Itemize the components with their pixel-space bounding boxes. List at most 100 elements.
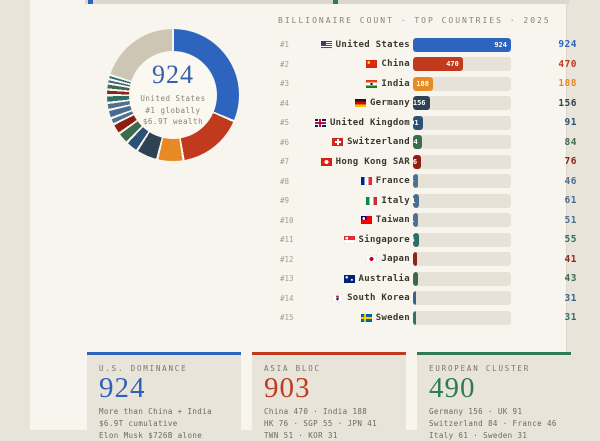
bar-fill: 43 (413, 272, 418, 286)
bar-value-label: 55 (413, 233, 415, 247)
card-detail-line: $6.9T cumulative (99, 418, 229, 430)
count-value: 470 (511, 59, 577, 70)
country-cell: China (306, 59, 410, 69)
country-flag-icon (361, 177, 372, 185)
bar-fill: 61 (413, 194, 419, 208)
bar-value-label: 43 (413, 272, 414, 286)
bar-track: 156 (413, 96, 511, 110)
bar-track: 188 (413, 77, 511, 91)
ranking-title: BILLIONAIRE COUNT · TOP COUNTRIES · 2025 (278, 16, 551, 25)
country-name: Germany (370, 98, 410, 108)
count-value: 84 (511, 137, 577, 148)
country-flag-icon (355, 99, 366, 107)
ranking-row: #3 India 188 188 (280, 74, 577, 94)
country-flag-icon (344, 275, 355, 283)
count-value: 61 (511, 195, 577, 206)
donut-center: 924 United States #1 globally $6.9T weal… (129, 51, 217, 139)
bar-fill: 470 (413, 57, 463, 71)
rank-label: #1 (280, 40, 306, 49)
bar-track: 55 (413, 233, 511, 247)
count-value: 55 (511, 234, 577, 245)
card-detail-line: HK 76 · SGP 55 · JPN 41 (264, 418, 394, 430)
dashboard-panel: 924 United States #1 globally $6.9T weal… (30, 0, 567, 430)
legend-swatch-green-icon (333, 0, 338, 4)
country-flag-icon (366, 255, 377, 263)
bar-fill: 31 (413, 291, 416, 305)
bar-value-label: 61 (413, 194, 415, 208)
bar-fill: 91 (413, 116, 423, 130)
bar-track: 61 (413, 194, 511, 208)
country-cell: United Kingdom (306, 118, 410, 128)
donut-center-value: 924 (152, 62, 194, 88)
ranking-row: #7 Hong Kong SAR 76 76 (280, 152, 577, 172)
country-cell: France (306, 176, 410, 186)
country-name: United States (336, 40, 410, 50)
ranking-row: #13 Australia 43 43 (280, 269, 577, 289)
ranking-row: #11 Singapore 55 55 (280, 230, 577, 250)
card-detail-line: More than China + India (99, 406, 229, 418)
bar-fill: 84 (413, 135, 422, 149)
card-detail-line: Germany 156 · UK 91 (429, 406, 559, 418)
bar-value-label: 156 (413, 96, 426, 110)
summary-card: U.S. DOMINANCE 924 More than China + Ind… (87, 352, 241, 432)
bar-track: 46 (413, 174, 511, 188)
rank-label: #14 (280, 294, 306, 303)
country-cell: Australia (306, 274, 410, 284)
card-detail-line: China 470 · India 188 (264, 406, 394, 418)
ranking-list: #1 United States 924 924 #2 China 470 47… (280, 35, 577, 328)
ranking-row: #6 Switzerland 84 84 (280, 133, 577, 153)
rank-label: #6 (280, 138, 306, 147)
country-flag-icon (332, 294, 343, 302)
legend-swatch-blue-icon (88, 0, 93, 4)
ranking-row: #8 France 46 46 (280, 172, 577, 192)
bar-track: 43 (413, 272, 511, 286)
bar-track: 924 (413, 38, 511, 52)
ranking-row: #2 China 470 470 (280, 55, 577, 75)
rank-label: #11 (280, 235, 306, 244)
ranking-row: #15 Sweden 31 31 (280, 308, 577, 328)
bar-value-label: 76 (413, 155, 417, 169)
count-value: 924 (511, 39, 577, 50)
country-name: Italy (381, 196, 410, 206)
card-number: 490 (429, 373, 559, 403)
summary-card: EUROPEAN CLUSTER 490 Germany 156 · UK 91… (417, 352, 571, 432)
country-cell: Hong Kong SAR (306, 157, 410, 167)
ranking-row: #10 Taiwan 51 51 (280, 211, 577, 231)
country-flag-icon (361, 216, 372, 224)
count-value: 31 (511, 312, 577, 323)
rank-label: #2 (280, 60, 306, 69)
country-name: France (376, 176, 410, 186)
bar-fill: 76 (413, 155, 421, 169)
card-number: 924 (99, 373, 229, 403)
donut-center-line-1: United States (140, 93, 205, 105)
country-cell: Sweden (306, 313, 410, 323)
country-cell: Switzerland (306, 137, 410, 147)
country-flag-icon (321, 158, 332, 166)
count-value: 51 (511, 215, 577, 226)
bar-track: 31 (413, 311, 511, 325)
card-number: 903 (264, 373, 394, 403)
bar-fill: 41 (413, 252, 417, 266)
donut-center-line-2: #1 globally (145, 105, 200, 117)
country-cell: Japan (306, 254, 410, 264)
count-value: 76 (511, 156, 577, 167)
ranking-row: #9 Italy 61 61 (280, 191, 577, 211)
country-cell: United States (306, 40, 410, 50)
rank-label: #12 (280, 255, 306, 264)
country-name: Australia (359, 274, 410, 284)
bar-value-label: 91 (413, 116, 419, 130)
bar-fill: 51 (413, 213, 418, 227)
country-name: Switzerland (347, 137, 410, 147)
rank-label: #8 (280, 177, 306, 186)
country-flag-icon (366, 80, 377, 88)
country-cell: Italy (306, 196, 410, 206)
bar-fill: 55 (413, 233, 419, 247)
country-name: Sweden (376, 313, 410, 323)
bar-track: 84 (413, 135, 511, 149)
bar-value-label: 470 (446, 57, 459, 71)
rank-label: #3 (280, 79, 306, 88)
donut-center-line-3: $6.9T wealth (143, 116, 203, 128)
